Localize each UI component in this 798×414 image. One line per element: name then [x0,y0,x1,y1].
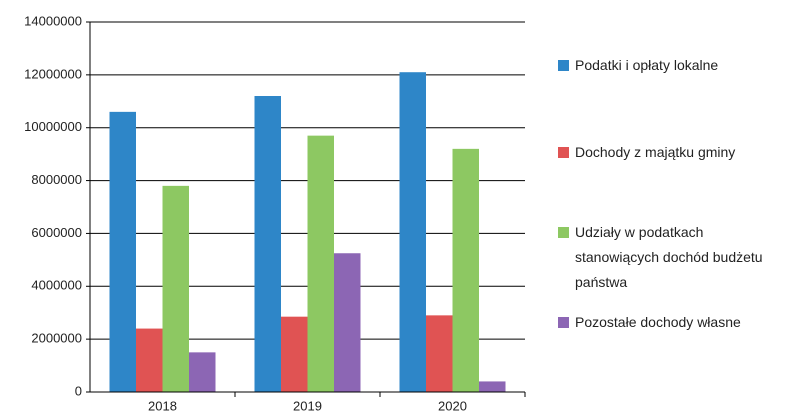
legend-item: Dochody z majątku gminy [558,140,793,165]
y-tick-label: 8000000 [31,172,82,187]
bar [452,148,479,392]
bar [136,328,163,392]
legend-label: Podatki i opłaty lokalne [575,57,719,73]
bar [281,316,308,392]
bar [109,111,136,392]
x-tick-label: 2018 [148,398,177,413]
bar [307,135,334,392]
bar [399,72,426,392]
legend-item: Udziały w podatkach stanowiących dochód … [558,220,793,295]
legend-item: Pozostałe dochody własne [558,310,793,335]
x-tick-label: 2019 [293,398,322,413]
bar [426,315,453,392]
bar [254,96,281,392]
legend-item: Podatki i opłaty lokalne [558,53,793,78]
bar [162,185,189,392]
legend-swatch [558,147,569,158]
legend-swatch [558,317,569,328]
y-tick-label: 6000000 [31,225,82,240]
bar [189,352,216,392]
y-tick-label: 4000000 [31,278,82,293]
legend-swatch [558,60,569,71]
y-tick-label: 10000000 [24,119,82,134]
legend-label: Udziały w podatkach stanowiących dochód … [575,224,763,290]
y-tick-label: 0 [75,383,82,398]
y-tick-label: 2000000 [31,331,82,346]
legend-label: Pozostałe dochody własne [575,314,741,330]
y-tick-label: 12000000 [24,66,82,81]
bar [479,381,506,392]
bar [334,253,361,392]
x-tick-label: 2020 [438,398,467,413]
legend-swatch [558,227,569,238]
y-tick-label: 14000000 [24,13,82,28]
legend-label: Dochody z majątku gminy [575,144,736,160]
